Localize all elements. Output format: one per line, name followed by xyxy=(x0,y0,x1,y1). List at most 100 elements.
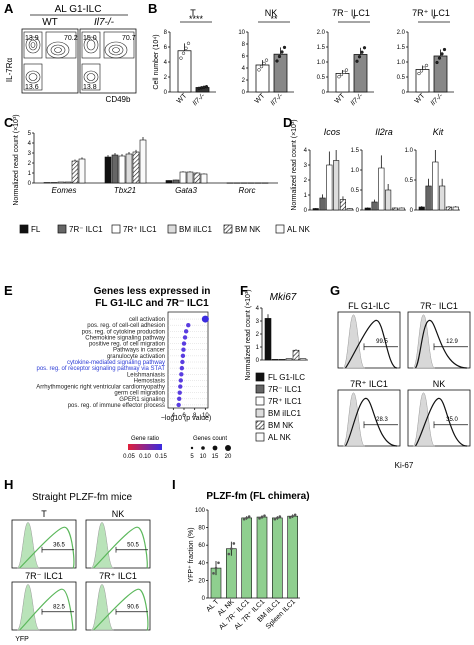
data-point xyxy=(184,46,188,50)
y-tick-label: 1.0 xyxy=(405,148,414,154)
data-point xyxy=(263,514,266,518)
significance-label: * xyxy=(352,14,356,24)
panel-a-header: AL G1-ILC xyxy=(55,4,102,15)
x-tick-label: Il7-/- xyxy=(350,92,365,107)
hist-title: 7R⁺ ILC1 xyxy=(99,571,137,581)
bar-1 xyxy=(319,197,326,211)
bar-0 xyxy=(226,182,234,184)
panel-h: H Straight PLZF-fm mice T 36.5 NK 50.5 7R⁻ I… xyxy=(4,477,151,643)
panel-i-y-axis-label: YFP⁺ fraction (%) xyxy=(188,527,195,582)
y-tick-label: 1.5 xyxy=(397,45,406,51)
y-tick-label: 80 xyxy=(198,526,205,532)
term-dot xyxy=(177,390,182,395)
data-point xyxy=(260,515,264,519)
term-label: germ cell migration xyxy=(114,391,165,397)
hist-title: NK xyxy=(112,509,125,519)
bar-2 xyxy=(240,182,248,184)
panel-letter-i: I xyxy=(172,477,176,492)
legend-swatch xyxy=(255,432,265,442)
bar xyxy=(256,516,268,599)
bar-3 xyxy=(439,185,446,211)
sample-histogram xyxy=(93,588,149,631)
panel-a-y-axis-label: IL-7Rα xyxy=(5,58,14,83)
bar-5 xyxy=(299,358,307,361)
hist-title: FL G1-ILC xyxy=(348,301,390,311)
data-point xyxy=(273,517,277,521)
panel-e: E Genes less expressed in FL G1-ILC and … xyxy=(4,283,232,460)
panel-f: F Mki67 Normalized read count (×10³) 0 1 2… xyxy=(240,283,308,442)
legend-label: 7R⁻ ILC1 xyxy=(69,225,103,234)
bar-5 xyxy=(139,139,147,184)
gene-ratio-tick-1: 0.10 xyxy=(139,454,151,460)
x-category-label: Gata3 xyxy=(175,186,197,195)
x-tick-label: WT xyxy=(414,92,427,105)
data-point xyxy=(360,50,364,54)
term-dot xyxy=(180,353,186,359)
data-point xyxy=(342,70,346,74)
term-dot xyxy=(186,323,191,328)
data-point xyxy=(435,60,439,65)
y-tick-label: 1 xyxy=(256,345,260,351)
bar-3 xyxy=(333,160,340,211)
data-point xyxy=(217,561,220,565)
sample-histogram xyxy=(414,397,468,447)
sample-histogram xyxy=(19,588,74,631)
term-label: Leishmaniasis xyxy=(127,372,165,378)
y-tick-label: 0 xyxy=(242,90,246,96)
term-label: pos. reg. of immune effector process xyxy=(68,403,165,409)
data-point xyxy=(424,63,429,68)
panel-e-legend-count: Genes count 5 10 15 20 xyxy=(190,436,232,460)
gene-title: Il2ra xyxy=(375,127,393,137)
term-dot xyxy=(179,372,184,377)
sample-histogram xyxy=(93,526,148,569)
data-point xyxy=(179,56,183,60)
term-label: Hemostasis xyxy=(134,378,165,384)
gate-value: 99.5 xyxy=(376,339,388,345)
gate-value: 50.5 xyxy=(127,542,139,548)
panel-b-chart-title: T xyxy=(190,8,196,18)
panel-e-legend-ratio: Gene ratio 0.05 0.10 0.15 xyxy=(123,436,167,460)
legend-label: BM NK xyxy=(268,421,294,430)
hist-title: 7R⁻ ILC1 xyxy=(420,301,458,311)
data-point xyxy=(291,514,294,518)
bar-5 xyxy=(261,182,269,184)
panel-g-histograms: FL G1-ILC 99.5 7R⁻ ILC1 12.9 7R⁺ ILC1 28.3 NK 3… xyxy=(337,301,471,447)
bar xyxy=(287,515,298,599)
term-label: GPER1 signaling xyxy=(119,397,165,403)
x-category-label: Rorc xyxy=(239,186,256,195)
control-histogram xyxy=(16,584,40,631)
term-label: pos. reg. of receptor signaling pathway … xyxy=(36,366,165,372)
bar-0 xyxy=(104,156,112,184)
panel-f-gene: Mki67 xyxy=(270,292,297,303)
x-tick-label: Il7-/- xyxy=(192,92,207,107)
panel-a-col-wt: WT xyxy=(42,17,58,28)
data-point xyxy=(212,572,215,575)
panel-a: A AL G1-ILC WT Il7-/- IL-7Rα CD49b 13.9 … xyxy=(4,1,137,104)
bar xyxy=(226,548,237,599)
y-tick-label: 10 xyxy=(238,30,245,36)
bar-3 xyxy=(64,181,72,184)
ko-gate-bl: 13.8 xyxy=(83,84,97,91)
panel-d-charts: Icos 0 1 2 3 4 Il2ra 0 0.5 1.0 1.5 Kit 0 0.5 1.0 xyxy=(304,127,460,214)
legend-label: BM NK xyxy=(235,225,261,234)
sample-histogram xyxy=(344,319,398,369)
plot-frame xyxy=(167,311,209,409)
panel-b-chart-title: 7R⁻ ILC1 xyxy=(332,8,370,18)
data-point xyxy=(419,69,424,73)
y-tick-label: 2.0 xyxy=(317,30,326,36)
bar-2 xyxy=(179,171,187,184)
significance-label: **** xyxy=(189,14,204,24)
bar-1 xyxy=(371,201,378,211)
legend-swatch xyxy=(255,384,265,394)
y-tick-label: 0 xyxy=(202,596,206,602)
bar-3 xyxy=(247,182,255,184)
y-tick-label: 2 xyxy=(256,332,260,338)
term-dot xyxy=(182,335,188,340)
data-point xyxy=(242,517,246,521)
y-tick-label: 0 xyxy=(410,208,414,214)
data-point xyxy=(245,516,248,520)
panel-letter-a: A xyxy=(4,1,14,16)
bar-4 xyxy=(132,151,140,184)
